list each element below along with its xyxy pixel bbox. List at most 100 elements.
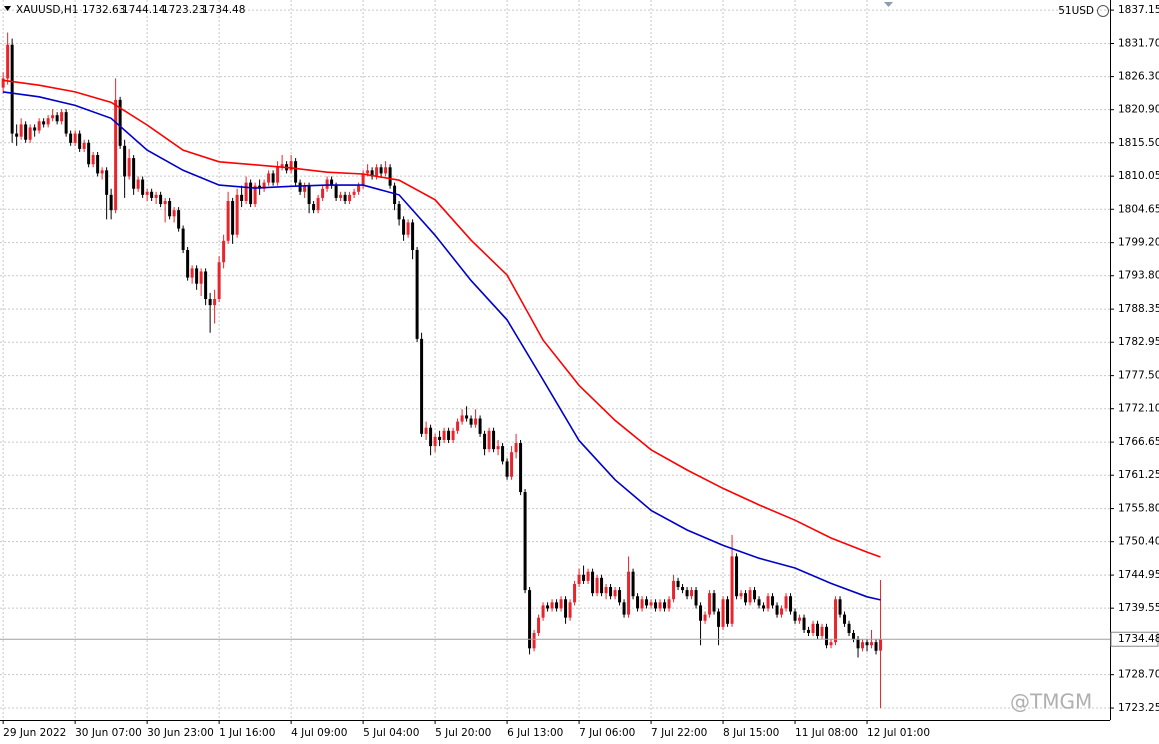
x-tick-label: 11 Jul 08:00 <box>795 727 858 739</box>
menu-triangle[interactable] <box>4 6 11 11</box>
candle-body <box>613 590 617 597</box>
grid <box>0 0 1110 720</box>
candle-body <box>100 170 104 174</box>
low-price: 1723.23 <box>162 4 205 16</box>
candle-body <box>28 127 32 140</box>
candle-body <box>780 608 784 615</box>
candle-body <box>397 204 401 220</box>
candle-body <box>636 596 640 609</box>
candle-body <box>249 182 253 205</box>
candle-body <box>204 271 208 300</box>
candle-body <box>42 121 46 125</box>
candle-body <box>559 599 563 609</box>
candle-body <box>667 599 671 609</box>
y-tick-label: 1766.65 <box>1118 436 1159 448</box>
candle-body <box>793 611 797 621</box>
candle-body <box>537 617 541 633</box>
current-price-label: 1734.48 <box>1118 633 1159 645</box>
candle-body <box>730 556 734 624</box>
candle-body <box>51 115 55 119</box>
close-button[interactable] <box>1097 5 1109 17</box>
candle-body <box>60 112 64 122</box>
candle-body <box>447 430 451 440</box>
y-tick-label: 1728.70 <box>1118 669 1159 681</box>
candle-body <box>6 44 10 79</box>
candle-body <box>744 593 748 603</box>
candle-body <box>681 587 685 591</box>
candle-body <box>303 185 307 192</box>
candle-body <box>523 492 527 591</box>
shift-marker[interactable] <box>884 2 893 7</box>
candle-body <box>870 642 874 646</box>
candle-body <box>226 200 230 241</box>
candle-body <box>402 219 406 235</box>
y-tick-label: 1820.90 <box>1118 104 1159 116</box>
candle-body <box>811 623 815 633</box>
candle-body <box>177 210 181 229</box>
y-tick-label: 1723.25 <box>1118 702 1159 714</box>
candle-body <box>105 170 109 195</box>
x-tick-label: 30 Jun 23:00 <box>147 727 214 739</box>
candle-body <box>640 599 644 609</box>
y-tick-label: 1761.25 <box>1118 469 1159 481</box>
candle-body <box>843 614 847 624</box>
candle-body <box>10 44 14 134</box>
candle-body <box>348 194 352 201</box>
candle-body <box>96 155 100 174</box>
candle-body <box>514 443 518 453</box>
candle-body <box>429 427 433 447</box>
candle-body <box>847 623 851 633</box>
candle-body <box>294 161 298 183</box>
candle-body <box>433 436 437 447</box>
candle-body <box>69 133 73 143</box>
candle-body <box>600 577 604 594</box>
x-tick-label: 5 Jul 04:00 <box>363 727 419 739</box>
candle-body <box>186 250 190 278</box>
candle-body <box>24 124 28 140</box>
candle-body <box>379 167 383 174</box>
candle-body <box>231 200 235 235</box>
candle-body <box>546 605 550 609</box>
candle-body <box>676 580 680 588</box>
candle-body <box>141 179 145 195</box>
y-tick-label: 1804.65 <box>1118 203 1159 215</box>
candle-body <box>289 161 293 171</box>
y-tick-label: 1793.80 <box>1118 270 1159 282</box>
candle-body <box>357 185 361 192</box>
candle-body <box>699 605 703 621</box>
candle-body <box>361 173 365 186</box>
candle-body <box>222 240 226 263</box>
watermark: @TMGM <box>1010 690 1092 714</box>
candle-body <box>114 99 118 211</box>
chart-title: XAUUSD,H1 <box>16 4 78 16</box>
y-tick-label: 1750.40 <box>1118 536 1159 548</box>
candle-body <box>271 173 275 183</box>
candle-body <box>672 580 676 600</box>
candle-body <box>784 596 788 609</box>
x-tick-label: 7 Jul 22:00 <box>651 727 707 739</box>
candle-body <box>181 228 185 251</box>
candle-body <box>280 164 284 168</box>
candle-body <box>483 433 487 450</box>
high-price: 1744.14 <box>122 4 166 16</box>
candle-body <box>321 188 325 198</box>
candle-body <box>465 415 469 419</box>
candle-body <box>46 118 50 125</box>
candle-body <box>739 593 743 597</box>
candle-body <box>694 590 698 606</box>
candle-body <box>816 623 820 637</box>
candle-body <box>798 617 802 621</box>
candle-body <box>492 430 496 450</box>
candle-body <box>1 78 5 88</box>
candle-body <box>874 642 878 651</box>
candle-body <box>487 430 491 450</box>
candle-body <box>820 626 824 637</box>
candle-body <box>420 338 424 434</box>
candle-body <box>415 250 419 339</box>
candle-body <box>627 571 631 615</box>
candle-body <box>519 443 523 493</box>
candle-body <box>708 593 712 615</box>
y-tick-label: 1755.80 <box>1118 503 1159 515</box>
y-tick-label: 1815.50 <box>1118 137 1159 149</box>
candle-body <box>775 605 779 615</box>
